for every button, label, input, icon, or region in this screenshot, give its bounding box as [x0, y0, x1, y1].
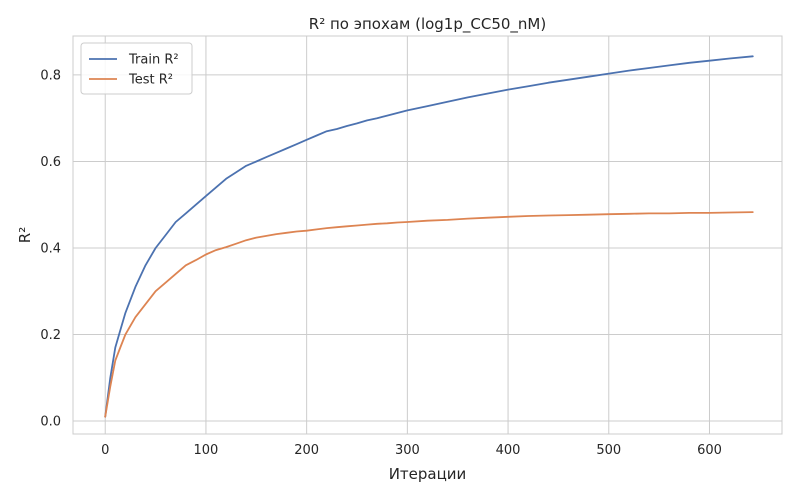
x-axis-label: Итерации [389, 465, 467, 483]
y-tick-label: 0.6 [40, 155, 61, 170]
x-tick-label: 200 [294, 443, 319, 458]
x-tick-label: 500 [596, 443, 621, 458]
tick-labels: 0 100 200 300 400 500 600 0.0 0.2 0.4 0.6 0.8 [40, 68, 722, 458]
y-tick-label: 0.8 [40, 68, 61, 83]
series-line-test [104, 211, 754, 418]
y-tick-label: 0.0 [40, 415, 61, 430]
y-tick-label: 0.2 [40, 328, 61, 343]
chart-title: R² по эпохам (log1p_CC50_nM) [309, 15, 546, 34]
legend: Train R² Test R² [80, 42, 193, 95]
x-tick-label: 0 [101, 443, 109, 458]
plot-frame [72, 35, 783, 435]
legend-label-test: Test R² [128, 73, 173, 88]
series-line-train [104, 55, 754, 418]
x-tick-label: 400 [496, 443, 521, 458]
y-axis-label: R² [16, 227, 34, 243]
grid [73, 36, 782, 434]
x-tick-label: 600 [697, 443, 722, 458]
legend-label-train: Train R² [128, 53, 179, 68]
series-group [104, 55, 754, 418]
x-tick-label: 100 [194, 443, 219, 458]
legend-box [80, 42, 193, 95]
x-tick-label: 300 [395, 443, 420, 458]
y-tick-label: 0.4 [40, 241, 61, 256]
